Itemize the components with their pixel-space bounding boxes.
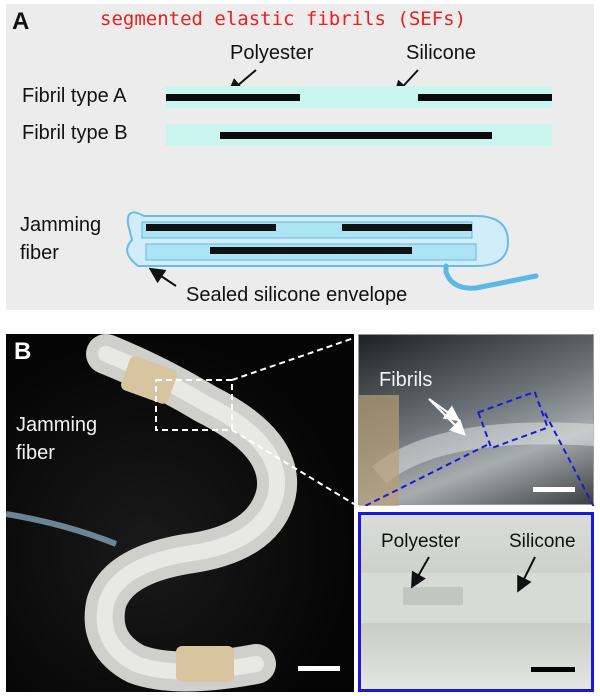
zoom2-polyester-label: Polyester bbox=[381, 531, 461, 552]
jamming-fiber-label-line1: Jamming bbox=[20, 214, 102, 236]
panel-b: B Jamming fiber Fibrils bbox=[6, 334, 595, 692]
zoom1-leader-left bbox=[362, 444, 488, 506]
jam-poly-top-left bbox=[146, 224, 276, 231]
fibril-a-silicone bbox=[166, 86, 552, 108]
panel-a-title: segmented elastic fibrils (SEFs) bbox=[100, 8, 467, 30]
photo-zoom-box bbox=[155, 379, 233, 431]
main-scale-bar bbox=[298, 666, 340, 671]
jam-poly-top-right bbox=[342, 224, 472, 231]
zoom2-band bbox=[361, 573, 591, 623]
fibril-b-polyester bbox=[220, 132, 492, 139]
zoom-photo-segments: Polyester Silicone bbox=[358, 512, 594, 692]
fibrils-label: Fibrils bbox=[379, 369, 433, 391]
zoom-leader-bottom bbox=[231, 429, 354, 505]
zoom2-scale-bar bbox=[531, 667, 575, 672]
panel-a-label: A bbox=[12, 8, 30, 35]
zoom2-polyester-arrow bbox=[411, 556, 430, 589]
zoom1-drawing bbox=[359, 390, 595, 506]
fibril-type-b-label: Fibril type B bbox=[22, 122, 128, 144]
zoom2-silicone-label: Silicone bbox=[509, 531, 576, 552]
fiber-photo-drawing bbox=[6, 334, 354, 692]
jam-poly-bottom bbox=[210, 247, 412, 254]
zoom2-silicone-arrow bbox=[517, 556, 536, 593]
jamming-fiber-label-line2: fiber bbox=[20, 242, 59, 264]
envelope-label: Sealed silicone envelope bbox=[186, 284, 408, 306]
panel-a: A segmented elastic fibrils (SEFs) Polye… bbox=[6, 4, 594, 310]
fibril-arrow-2 bbox=[428, 398, 466, 436]
silicone-callout: Silicone bbox=[406, 42, 477, 64]
zoom1-fiber bbox=[371, 422, 595, 484]
main-jamming-label-line2: fiber bbox=[16, 442, 55, 464]
fibril-a-polyester-right bbox=[418, 94, 552, 101]
jamming-fiber-diagram bbox=[126, 211, 539, 291]
zoom1-box bbox=[477, 390, 549, 450]
fibril-a-polyester-left bbox=[166, 94, 300, 101]
panel-b-label: B bbox=[14, 338, 32, 365]
zoom2-polyester-segment bbox=[403, 587, 463, 605]
zoom1-leader-right bbox=[544, 412, 595, 506]
main-jamming-label-line1: Jamming bbox=[16, 414, 98, 436]
zoom2-drawing bbox=[361, 556, 591, 623]
zoom1-scale-bar bbox=[533, 487, 575, 492]
main-photo: B Jamming fiber bbox=[6, 334, 354, 692]
fibril-type-a-label: Fibril type A bbox=[22, 85, 127, 107]
photo-endcap-top bbox=[121, 356, 177, 404]
photo-endcap-bottom bbox=[176, 646, 234, 682]
polyester-callout: Polyester bbox=[230, 42, 314, 64]
photo-fiber-highlight bbox=[96, 346, 286, 680]
zoom1-cap bbox=[359, 395, 399, 506]
envelope-tail bbox=[443, 263, 539, 291]
zoom-photo-fibrils: Fibrils bbox=[358, 334, 595, 506]
zoom-leader-top bbox=[231, 337, 354, 381]
envelope-arrow bbox=[148, 267, 177, 287]
photo-tube bbox=[6, 511, 118, 547]
